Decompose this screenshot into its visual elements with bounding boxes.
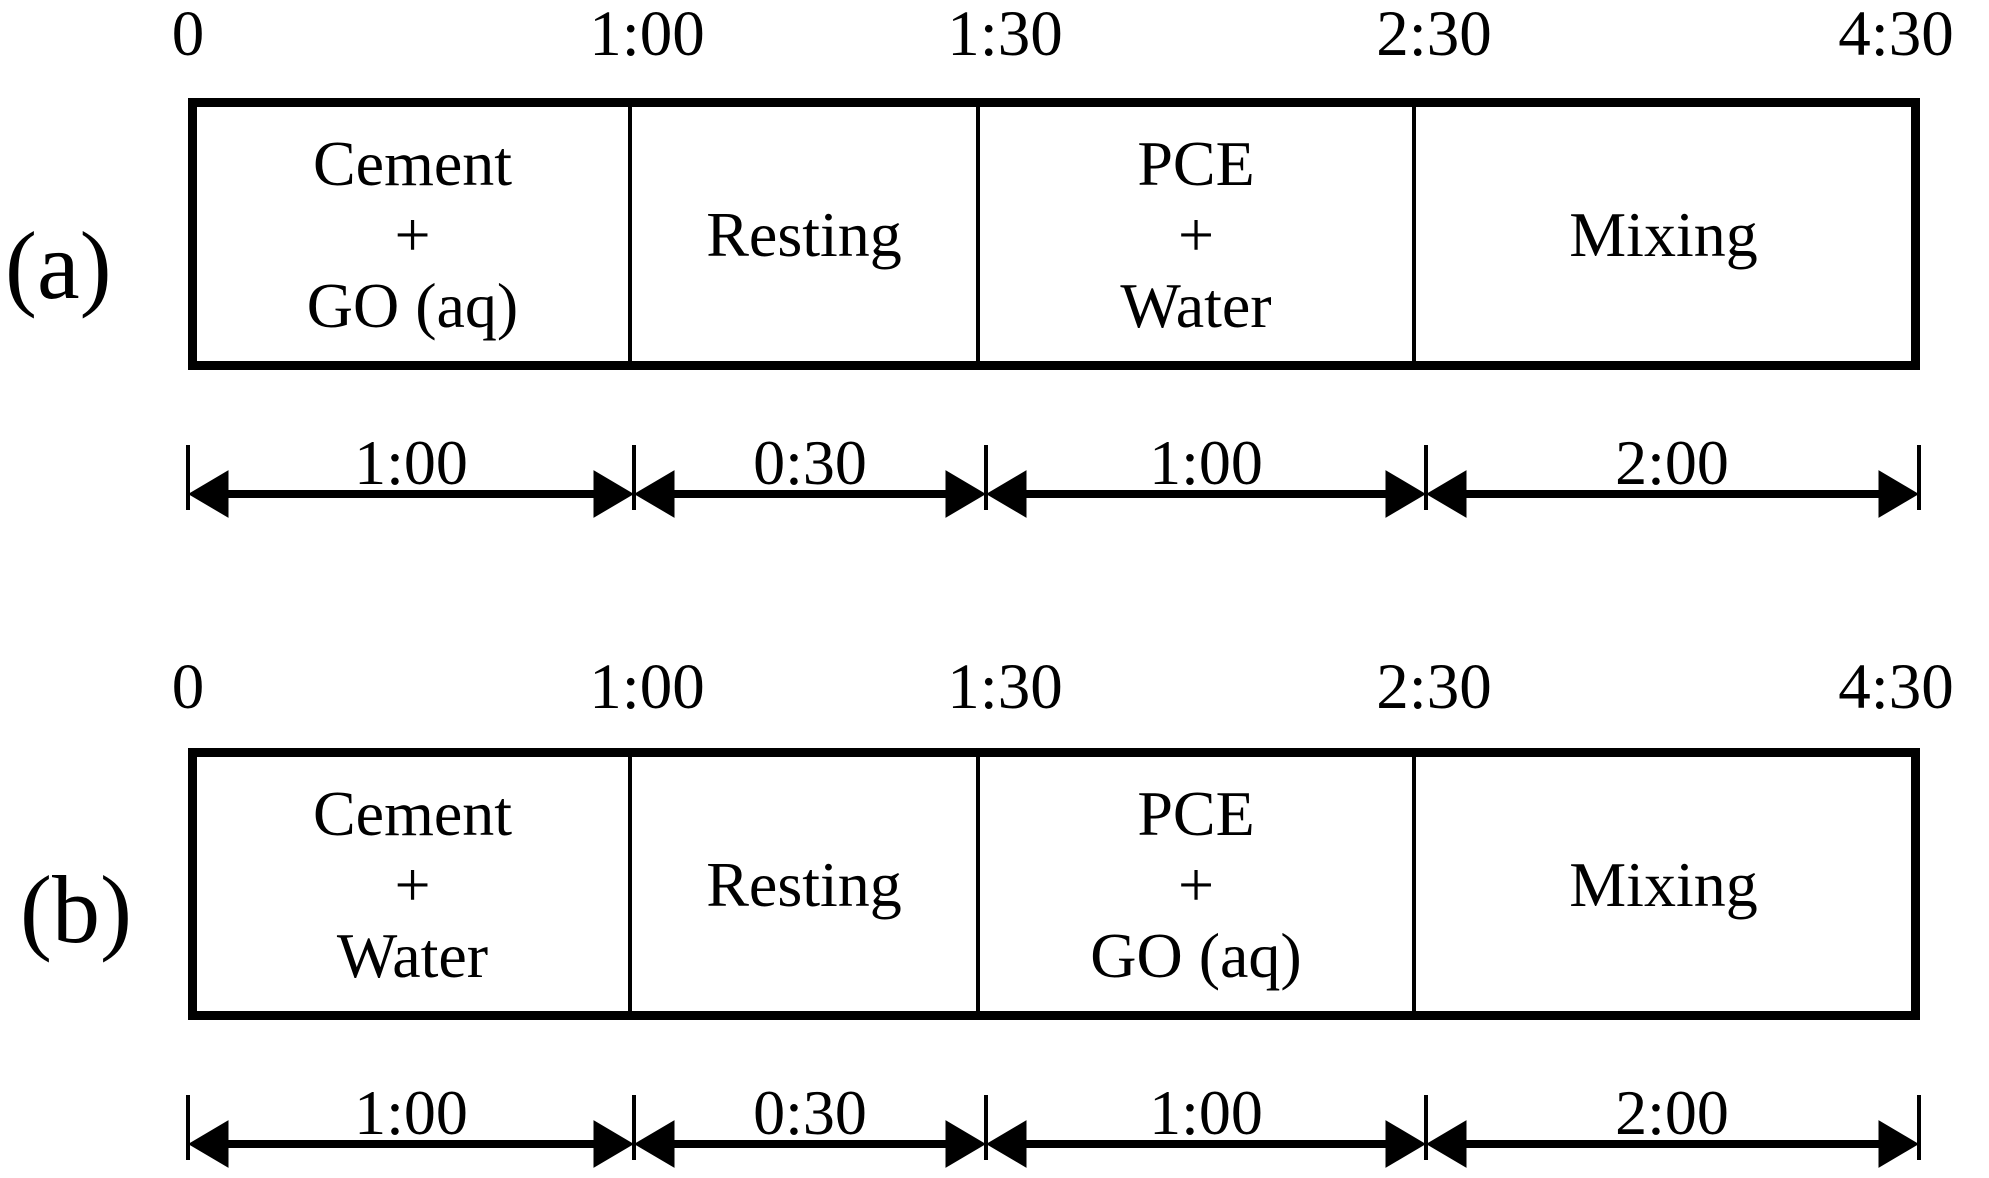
- stage-label: Resting: [706, 198, 902, 270]
- time-mark: 2:30: [1376, 651, 1492, 723]
- duration-label: 1:00: [1149, 440, 1263, 498]
- stage-cell: Resting: [632, 107, 980, 361]
- double-arrow: [634, 1120, 986, 1168]
- stage-label: PCE + GO (aq): [1090, 777, 1302, 991]
- stage-label: Mixing: [1569, 848, 1758, 920]
- duration-label: 0:30: [753, 440, 867, 498]
- duration-arrow-row-a: 1:00 0:30 1:00 2:00: [186, 440, 1921, 518]
- stage-cell: Resting: [632, 757, 980, 1011]
- time-mark: 1:30: [947, 0, 1063, 70]
- double-arrow: [188, 470, 634, 518]
- double-arrow: [986, 470, 1426, 518]
- duration-label: 2:00: [1615, 1090, 1729, 1148]
- time-mark: 1:30: [947, 651, 1063, 723]
- time-mark: 0: [171, 651, 205, 723]
- time-mark: 2:30: [1376, 0, 1492, 70]
- duration-label: 1:00: [354, 1090, 468, 1148]
- time-mark: 1:00: [589, 651, 705, 723]
- stage-label: Resting: [706, 848, 902, 920]
- stage-cell: Cement + GO (aq): [197, 107, 632, 361]
- duration-label: 1:00: [354, 440, 468, 498]
- double-arrow: [188, 1120, 634, 1168]
- time-mark: 1:00: [589, 0, 705, 70]
- double-arrow: [1426, 1120, 1919, 1168]
- stage-label: PCE + Water: [1120, 127, 1272, 341]
- mixing-sequence-box-a: Cement + GO (aq) Resting PCE + Water Mix…: [188, 98, 1920, 370]
- double-arrow: [1426, 470, 1919, 518]
- stage-cell: PCE + GO (aq): [980, 757, 1416, 1011]
- stage-cell: Mixing: [1416, 757, 1911, 1011]
- duration-label: 0:30: [753, 1090, 867, 1148]
- duration-label: 1:00: [1149, 1090, 1263, 1148]
- stage-cell: Cement + Water: [197, 757, 632, 1011]
- stage-label: Cement + Water: [312, 777, 513, 991]
- duration-arrow-row-b: 1:00 0:30 1:00 2:00: [186, 1090, 1921, 1168]
- stage-cell: Mixing: [1416, 107, 1911, 361]
- stage-label: Mixing: [1569, 198, 1758, 270]
- mixing-sequence-box-b: Cement + Water Resting PCE + GO (aq) Mix…: [188, 748, 1920, 1020]
- panel-b-label: (b): [20, 856, 132, 963]
- panel-a-label: (a): [5, 212, 112, 319]
- time-mark: 4:30: [1838, 0, 1954, 70]
- duration-label: 2:00: [1615, 440, 1729, 498]
- time-mark: 4:30: [1838, 651, 1954, 723]
- stage-label: Cement + GO (aq): [306, 127, 519, 341]
- double-arrow: [986, 1120, 1426, 1168]
- double-arrow: [634, 470, 986, 518]
- time-mark: 0: [171, 0, 205, 70]
- stage-cell: PCE + Water: [980, 107, 1416, 361]
